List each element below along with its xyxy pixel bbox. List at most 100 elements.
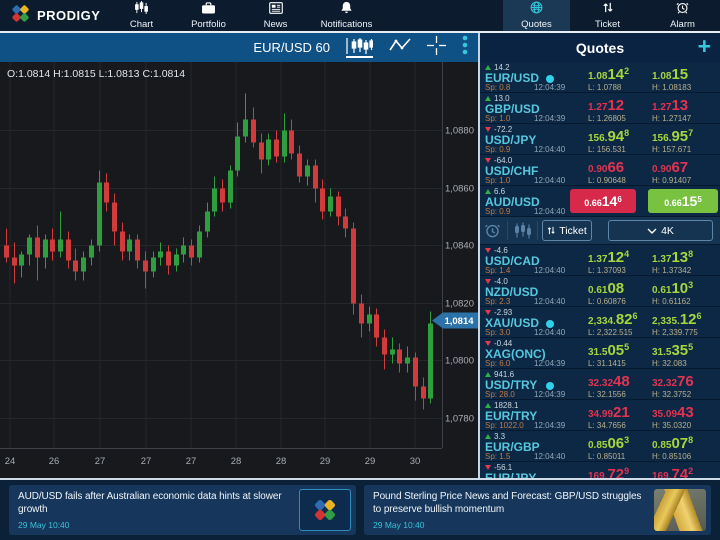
ask-price: 156.957 — [652, 128, 694, 145]
news-card[interactable]: Pound Sterling Price News and Forecast: … — [364, 485, 711, 535]
quote-time: 12:04:39 — [534, 359, 566, 368]
group-dropdown[interactable]: 4K — [608, 220, 713, 241]
change-indicator: -56.1 — [485, 463, 512, 472]
quote-time: 12:04:39 — [534, 390, 566, 399]
spread-label: Sp: 1.4 — [485, 266, 511, 275]
ask-price: 1.2713 — [652, 97, 689, 114]
quote-row-eurusd[interactable]: 14.2 EUR/USD Sp: 0.8 12:04:39 1.08142 1.0815 L… — [480, 62, 720, 93]
quote-row-xauusd[interactable]: -2.93 XAU/USD Sp: 3.0 12:04:40 2,334.826 2,33… — [480, 307, 720, 338]
quote-row-usdtry[interactable]: 941.6 USD/TRY Sp: 28.0 12:04:39 32.3248 32.32… — [480, 369, 720, 400]
line-chart-type-button[interactable] — [389, 37, 411, 58]
prodigy-logo-icon — [10, 3, 31, 29]
nav-alarm[interactable]: Alarm — [645, 0, 720, 31]
pair-name: GBP/USD — [485, 102, 540, 116]
group-dropdown-label: 4K — [661, 224, 674, 237]
svg-text:28: 28 — [276, 456, 287, 467]
pair-name: XAG(ONC) — [485, 347, 546, 361]
arrow-up-icon — [485, 403, 491, 408]
quote-time: 12:04:40 — [534, 328, 566, 337]
pair-name: EUR/JPY — [485, 471, 537, 478]
change-value: -64.0 — [494, 156, 513, 165]
buy-ask-button[interactable]: 0.66155 — [648, 189, 718, 213]
news-title: AUD/USD fails after Australian economic … — [18, 491, 282, 515]
ticket-arrows-icon — [547, 226, 555, 235]
svg-text:29: 29 — [320, 456, 331, 467]
pair-name: USD/CAD — [485, 254, 540, 268]
ticket-arrows-icon — [602, 1, 613, 17]
crosshair-button[interactable] — [427, 35, 446, 60]
nav-chart[interactable]: Chart — [108, 0, 175, 31]
quote-row-audusd[interactable]: 6.6 AUD/USD Sp: 0.9 12:04:40 0.66146 0.66155 — [480, 186, 720, 217]
svg-text:26: 26 — [49, 456, 60, 467]
spread-label: Sp: 1.5 — [485, 452, 511, 461]
bid-price: 1.2712 — [588, 97, 625, 114]
quote-row-usdjpy[interactable]: -72.2 USD/JPY Sp: 0.9 12:04:40 156.948 156.95… — [480, 124, 720, 155]
nav-chart-label: Chart — [129, 19, 154, 30]
nav-quotes[interactable]: Quotes — [503, 0, 570, 31]
low-value: L: 32.1556 — [588, 390, 626, 399]
change-indicator: 1828.1 — [485, 401, 518, 410]
news-card[interactable]: AUD/USD fails after Australian economic … — [9, 485, 356, 535]
change-value: 3.3 — [494, 432, 506, 441]
nav-portfolio[interactable]: Portfolio — [175, 0, 242, 31]
brand-name: PRODIGY — [37, 8, 101, 23]
change-indicator: 13.0 — [485, 94, 510, 103]
svg-text:1,0860: 1,0860 — [445, 184, 474, 195]
top-nav: PRODIGY Chart Portfolio — [0, 0, 720, 33]
quote-time: 12:04:39 — [534, 83, 566, 92]
price-chart[interactable]: 1,0880 1,0860 1,0840 1,0820 1,0800 1,0780 24 26… — [0, 62, 478, 478]
arrow-up-icon — [485, 96, 491, 101]
nav-news[interactable]: News — [242, 0, 309, 31]
svg-text:1,0800: 1,0800 — [445, 356, 474, 367]
spread-label: Sp: 0.9 — [485, 145, 511, 154]
candlestick-chart-type-button[interactable] — [346, 37, 373, 58]
quote-row-nzdusd[interactable]: -4.0 NZD/USD Sp: 2.3 12:04:40 0.6108 0.61103 L… — [480, 276, 720, 307]
spread-label: Sp: 1.0 — [485, 114, 511, 123]
quote-row-usdcad[interactable]: -4.6 USD/CAD Sp: 1.4 12:04:40 1.37124 1.37138… — [480, 245, 720, 276]
ticket-button[interactable]: Ticket — [542, 220, 592, 241]
nav-quotes-label: Quotes — [521, 19, 552, 30]
add-symbol-button[interactable]: + — [697, 33, 711, 59]
quote-time: 12:04:40 — [534, 297, 566, 306]
change-indicator: 3.3 — [485, 432, 505, 441]
ask-price: 0.61103 — [652, 280, 694, 297]
quotes-toolbar: Ticket 4K — [480, 217, 720, 245]
change-value: -56.1 — [494, 463, 513, 472]
high-value: H: 35.0320 — [652, 421, 692, 430]
news-date: 29 May 10:40 — [18, 520, 70, 530]
quote-row-gbpusd[interactable]: 13.0 GBP/USD Sp: 1.0 12:04:39 1.2712 1.2713 L:… — [480, 93, 720, 124]
alert-dot-icon — [546, 320, 554, 328]
high-value: H: 157.671 — [652, 145, 692, 154]
quote-row-usdchf[interactable]: -64.0 USD/CHF Sp: 1.0 12:04:40 0.9066 0.9067 L… — [480, 155, 720, 186]
pair-name: NZD/USD — [485, 285, 539, 299]
quote-row-eurgbp[interactable]: 3.3 EUR/GBP Sp: 1.5 12:04:40 0.85063 0.85078 L… — [480, 431, 720, 462]
notifications-bell-icon — [340, 1, 353, 17]
quote-row-eurjpy[interactable]: -56.1 EUR/JPY 169.729 169.742 — [480, 462, 720, 478]
nav-portfolio-label: Portfolio — [191, 18, 226, 30]
nav-ticket[interactable]: Ticket — [570, 0, 645, 31]
chart-menu-kebab-icon[interactable] — [462, 35, 468, 60]
chart-icon — [134, 1, 149, 17]
quote-row-xagonc[interactable]: -0.44 XAG(ONC) Sp: 6.0 12:04:39 31.5055 31.53… — [480, 338, 720, 369]
quote-row-eurtry[interactable]: 1828.1 EUR/TRY Sp: 1022.0 12:04:39 34.9921 35… — [480, 400, 720, 431]
bid-price: 31.5055 — [588, 342, 630, 359]
quote-time: 12:04:39 — [534, 421, 566, 430]
ask-price: 1.37138 — [652, 249, 694, 266]
change-indicator: 6.6 — [485, 187, 505, 196]
nav-notifications[interactable]: Notifications — [309, 0, 384, 31]
pair-name: XAU/USD — [485, 316, 540, 330]
arrow-up-icon — [485, 434, 491, 439]
bid-price: 0.9066 — [588, 159, 625, 176]
chart-symbol-label: EUR/USD 60 — [253, 40, 330, 55]
nav-notifications-label: Notifications — [320, 19, 373, 30]
change-indicator: -4.0 — [485, 277, 508, 286]
arrow-down-icon — [485, 158, 491, 163]
low-value: L: 0.85011 — [588, 452, 626, 461]
low-value: L: 1.26805 — [588, 114, 626, 123]
svg-text:30: 30 — [410, 456, 421, 467]
change-value: 13.0 — [494, 94, 510, 103]
ask-price: 0.9067 — [652, 159, 689, 176]
sell-bid-button[interactable]: 0.66146 — [570, 189, 636, 213]
chart-pane: EUR/USD 60 — [0, 33, 478, 478]
portfolio-icon — [201, 1, 216, 17]
